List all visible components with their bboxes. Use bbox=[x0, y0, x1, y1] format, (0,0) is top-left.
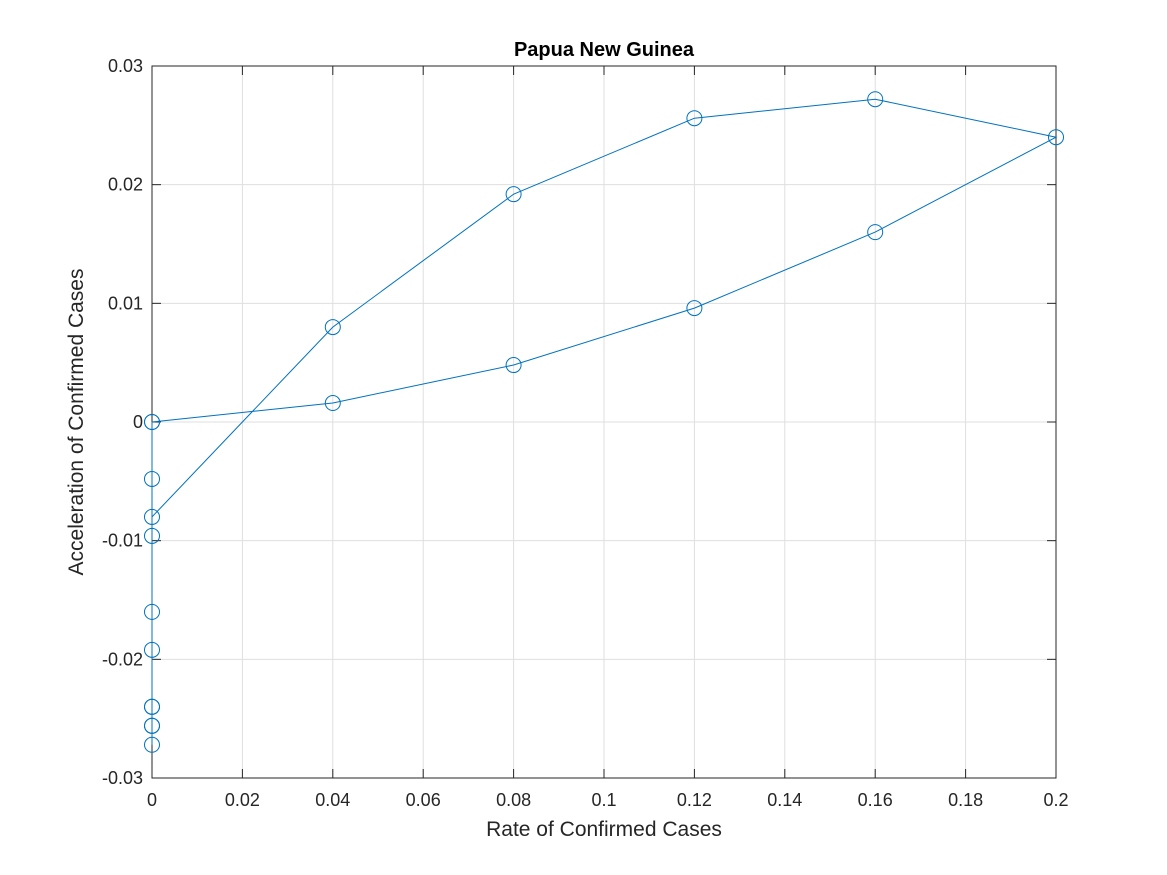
data-point bbox=[144, 698, 160, 715]
y-axis: -0.03 -0.02 -0.01 0 0.01 0.02 0.03 bbox=[102, 56, 1056, 788]
y-axis-label: Acceleration of Confirmed Cases bbox=[65, 269, 88, 576]
x-tick-label: 0.12 bbox=[677, 790, 712, 810]
data-point bbox=[144, 641, 160, 658]
x-axis-label: Rate of Confirmed Cases bbox=[486, 818, 722, 841]
data-point bbox=[867, 224, 884, 241]
series bbox=[144, 91, 1064, 753]
data-point bbox=[686, 300, 703, 317]
y-tick-label: 0.02 bbox=[108, 175, 143, 195]
data-point bbox=[144, 603, 160, 620]
data-point bbox=[144, 717, 160, 734]
data-point bbox=[505, 357, 522, 374]
data-point bbox=[144, 414, 160, 430]
x-tick-label: 0.02 bbox=[225, 790, 260, 810]
y-tick-label: 0 bbox=[133, 412, 143, 432]
data-point bbox=[686, 110, 703, 127]
y-tick-label: -0.02 bbox=[102, 649, 143, 669]
data-point bbox=[324, 319, 341, 336]
data-point bbox=[505, 186, 522, 203]
data-point bbox=[144, 736, 160, 753]
x-tick-label: 0.06 bbox=[406, 790, 441, 810]
x-tick-label: 0.08 bbox=[496, 790, 531, 810]
x-tick-label: 0 bbox=[147, 790, 157, 810]
y-tick-label: -0.03 bbox=[102, 768, 143, 788]
data-point bbox=[324, 395, 341, 412]
x-tick-label: 0.14 bbox=[767, 790, 802, 810]
y-tick-label: 0.03 bbox=[108, 56, 143, 76]
data-point bbox=[144, 470, 160, 487]
x-tick-label: 0.2 bbox=[1043, 790, 1068, 810]
y-tick-label: -0.01 bbox=[102, 531, 143, 551]
chart-title: Papua New Guinea bbox=[514, 39, 695, 61]
y-tick-label: 0.01 bbox=[108, 293, 143, 313]
series-line bbox=[151, 98, 1058, 745]
x-tick-label: 0.18 bbox=[948, 790, 983, 810]
x-axis: 0 0.02 0.04 0.06 0.08 0.1 0.12 0.14 0.16 0.18 0.2 bbox=[147, 66, 1069, 810]
x-tick-label: 0.16 bbox=[858, 790, 893, 810]
x-tick-label: 0.1 bbox=[591, 790, 616, 810]
data-point bbox=[144, 527, 160, 544]
data-point bbox=[1048, 129, 1064, 146]
data-point bbox=[144, 508, 160, 525]
data-point bbox=[867, 91, 884, 108]
x-tick-label: 0.04 bbox=[315, 790, 350, 810]
